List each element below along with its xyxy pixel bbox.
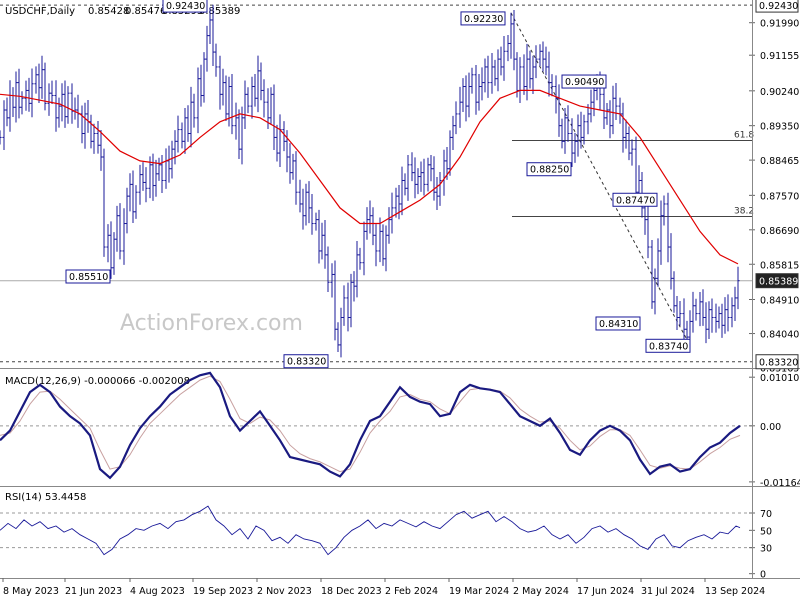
time-tick-label: 4 Aug 2023 xyxy=(130,586,185,597)
time-tick-label: 31 Jul 2024 xyxy=(641,586,695,597)
trend-line xyxy=(510,12,691,346)
rsi-tick-label: 30 xyxy=(760,544,772,555)
price-chart-title: USDCHF,Daily xyxy=(5,6,75,17)
price-tick-label: 0.91990 xyxy=(760,19,799,30)
rsi-tick-label: 70 xyxy=(760,509,772,520)
price-annotation-box xyxy=(561,74,607,89)
time-tick-label: 18 Dec 2023 xyxy=(321,586,382,597)
macd-panel: MACD(12,26,9) -0.000066 -0.002008 0.0101… xyxy=(0,371,800,489)
moving-average-line xyxy=(0,89,739,265)
price-annotation-box xyxy=(460,11,506,26)
fib-level-label: 61.8 xyxy=(734,131,754,141)
price-annotation-box xyxy=(65,269,111,284)
rsi-title: RSI(14) 53.4458 xyxy=(5,492,86,503)
price-annotation-label: 0.87470 xyxy=(616,195,655,206)
price-level-box xyxy=(755,354,799,370)
price-annotation-box xyxy=(162,0,208,13)
price-tick-label: 0.87570 xyxy=(760,191,799,202)
price-annotation-label: 0.92430 xyxy=(166,1,205,12)
price-tick-label: 0.85815 xyxy=(760,260,799,271)
macd-tick-label: 0.010101 xyxy=(760,373,800,384)
price-level-label: 0.92430 xyxy=(759,1,798,12)
time-axis: 8 May 2023 21 Jun 2023 4 Aug 2023 19 Sep 20… xyxy=(2,578,765,597)
macd-title: MACD(12,26,9) -0.000066 -0.002008 xyxy=(5,376,190,387)
time-tick-label: 21 Jun 2023 xyxy=(65,586,122,597)
price-tick-label: 0.86690 xyxy=(760,226,799,237)
time-tick-label: 8 May 2023 xyxy=(3,586,59,597)
ohlc-close: 0.85389 xyxy=(199,6,240,17)
price-annotation-label: 0.85510 xyxy=(69,272,108,283)
price-annotation-box xyxy=(612,192,658,207)
price-annotation-box xyxy=(645,338,691,353)
time-tick-label: 19 Sep 2023 xyxy=(193,586,253,597)
price-level-box xyxy=(755,273,799,289)
price-panel: ActionForex.com USDCHF,Daily 0.85428 0.8… xyxy=(0,0,800,375)
price-annotation-label: 0.92230 xyxy=(464,14,503,25)
price-level-label: 0.85389 xyxy=(759,277,798,288)
ohlc-high: 0.85476 xyxy=(125,6,166,17)
price-annotations: 0.92430 0.92230 0.90490 0.88250 0.87470 0.855… xyxy=(65,0,691,369)
price-level-label: 0.83320 xyxy=(759,358,798,369)
rsi-tick-label: 50 xyxy=(760,526,772,537)
price-annotation-box xyxy=(283,354,329,369)
price-axis: 0.91990 0.91155 0.90240 0.89350 0.88465 0.875… xyxy=(749,0,799,375)
time-tick-label: 13 Sep 2024 xyxy=(705,586,765,597)
price-annotation-label: 0.83320 xyxy=(287,357,326,368)
time-tick-label: 19 Mar 2024 xyxy=(449,586,509,597)
fib-level-label: 38.2 xyxy=(734,206,754,216)
moving-average xyxy=(0,89,739,265)
price-level-box xyxy=(755,0,799,13)
price-tick-label: 0.91155 xyxy=(760,51,799,62)
price-tick-label: 0.88465 xyxy=(760,156,799,167)
macd-tick-label: -0.011645 xyxy=(760,478,800,489)
price-tick-label: 0.90240 xyxy=(760,87,799,98)
ohlc-open: 0.85428 xyxy=(88,6,129,17)
price-annotation-box xyxy=(526,162,572,177)
watermark: ActionForex.com xyxy=(120,311,303,336)
price-annotation-label: 0.88250 xyxy=(530,165,569,176)
rsi-levels xyxy=(0,512,752,549)
time-tick-label: 2 May 2024 xyxy=(513,586,569,597)
time-tick-label: 2 Feb 2024 xyxy=(385,586,438,597)
price-tick-label: 0.89350 xyxy=(760,122,799,133)
macd-tick-label: 0.00 xyxy=(760,422,781,433)
rsi-tick-label: 0 xyxy=(760,570,766,581)
price-tick-label: 0.84040 xyxy=(760,330,799,341)
price-levels: 61.8 38.2 xyxy=(0,4,754,363)
price-annotation-label: 0.84310 xyxy=(599,319,638,330)
macd-lines xyxy=(0,371,741,480)
price-annotation-label: 0.90490 xyxy=(565,77,604,88)
price-tick-label: 0.84910 xyxy=(760,295,799,306)
price-candles xyxy=(0,4,740,358)
price-annotation-box xyxy=(595,316,641,331)
rsi-line xyxy=(0,505,741,556)
price-annotation-label: 0.83740 xyxy=(649,341,688,352)
time-tick-label: 17 Jun 2024 xyxy=(577,586,634,597)
rsi-line xyxy=(0,505,741,556)
rsi-panel: RSI(14) 53.4458 70 50 30 0 xyxy=(0,492,772,581)
macd-line xyxy=(0,371,741,480)
time-tick-label: 2 Nov 2023 xyxy=(257,586,312,597)
